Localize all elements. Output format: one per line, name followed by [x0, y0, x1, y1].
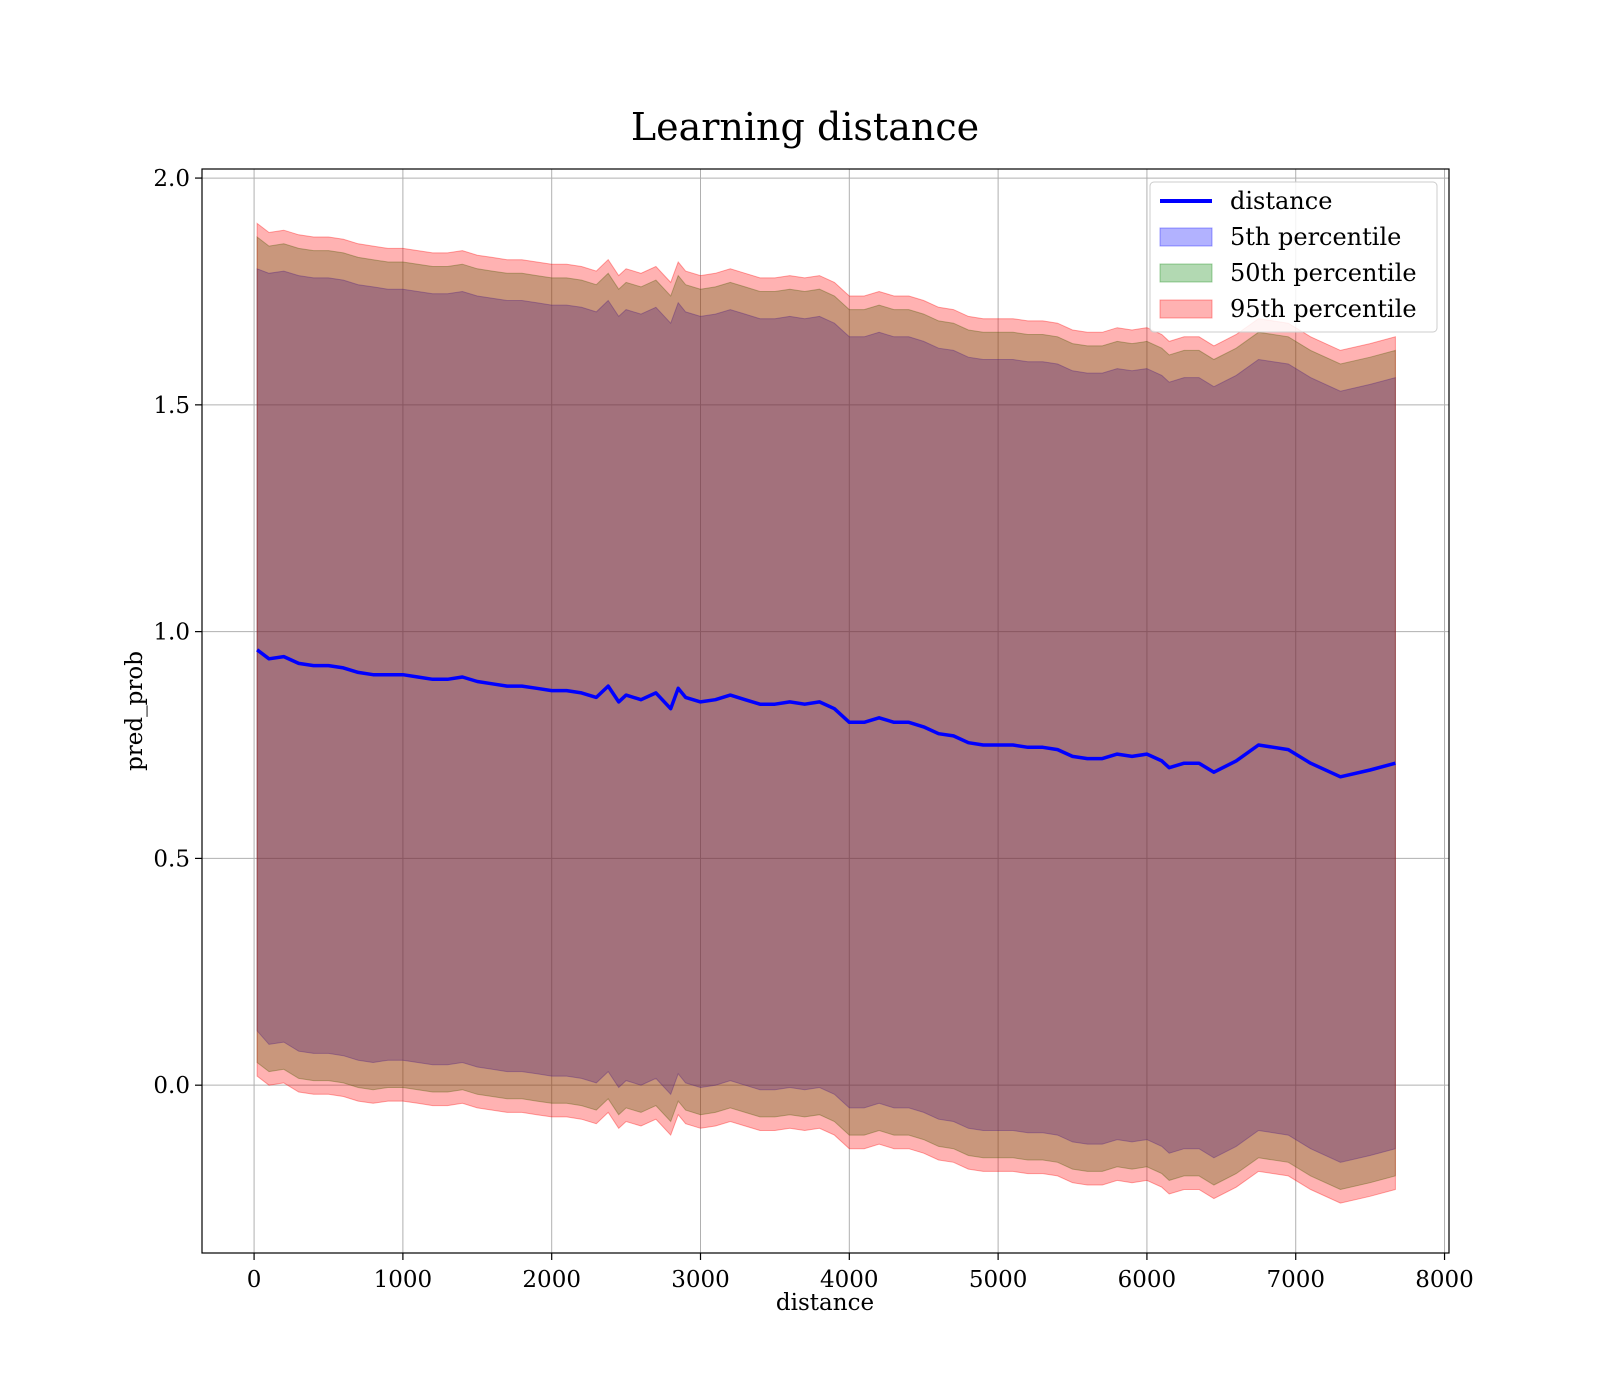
band-95th-percentile: [256, 222, 1396, 1204]
legend-box: [1149, 181, 1438, 333]
legend-label-5th-percentile: 5th percentile: [1230, 223, 1401, 251]
x-tick-label: 1000: [374, 1267, 433, 1293]
x-axis-ticks: 0 1000 2000 3000 4000 5000 6000 7000 8000: [247, 1253, 1474, 1293]
legend-swatch-50th-percentile: [1159, 263, 1213, 283]
chart-title: Learning distance: [631, 105, 979, 149]
x-axis-label: distance: [776, 1290, 874, 1316]
x-tick-label: 4000: [820, 1267, 879, 1293]
y-axis-label: pred_prob: [122, 651, 148, 771]
x-tick-label: 2000: [522, 1267, 581, 1293]
legend-swatch-5th-percentile: [1159, 227, 1213, 247]
x-tick-label: 3000: [671, 1267, 730, 1293]
legend-label-50th-percentile: 50th percentile: [1230, 259, 1417, 287]
plot-frame: [201, 168, 1450, 1254]
band-50th-percentile: [256, 235, 1396, 1191]
legend-label-distance: distance: [1230, 187, 1332, 215]
grid-layer: [202, 169, 1449, 1253]
y-tick-label: 1.0: [153, 620, 190, 646]
x-tick-label: 7000: [1266, 1267, 1325, 1293]
y-tick-label: 0.0: [153, 1073, 190, 1099]
legend-label-95th-percentile: 95th percentile: [1230, 295, 1417, 323]
y-tick-label: 2.0: [153, 166, 190, 192]
x-tick-label: 0: [247, 1267, 262, 1293]
x-tick-label: 5000: [969, 1267, 1028, 1293]
x-tick-label: 6000: [1118, 1267, 1177, 1293]
band-5th-percentile: [256, 268, 1396, 1163]
y-tick-label: 0.5: [153, 846, 190, 872]
x-tick-label: 8000: [1415, 1267, 1474, 1293]
band-layer: [256, 222, 1396, 1204]
legend-swatch-95th-percentile: [1159, 299, 1213, 319]
line-layer: [256, 648, 1396, 779]
y-axis-ticks: 0.0 0.5 1.0 1.5 2.0: [153, 166, 202, 1099]
series-line-distance: [256, 648, 1396, 779]
legend: distance 5th percentile 50th percentile …: [1149, 181, 1438, 333]
y-tick-label: 1.5: [153, 393, 190, 419]
